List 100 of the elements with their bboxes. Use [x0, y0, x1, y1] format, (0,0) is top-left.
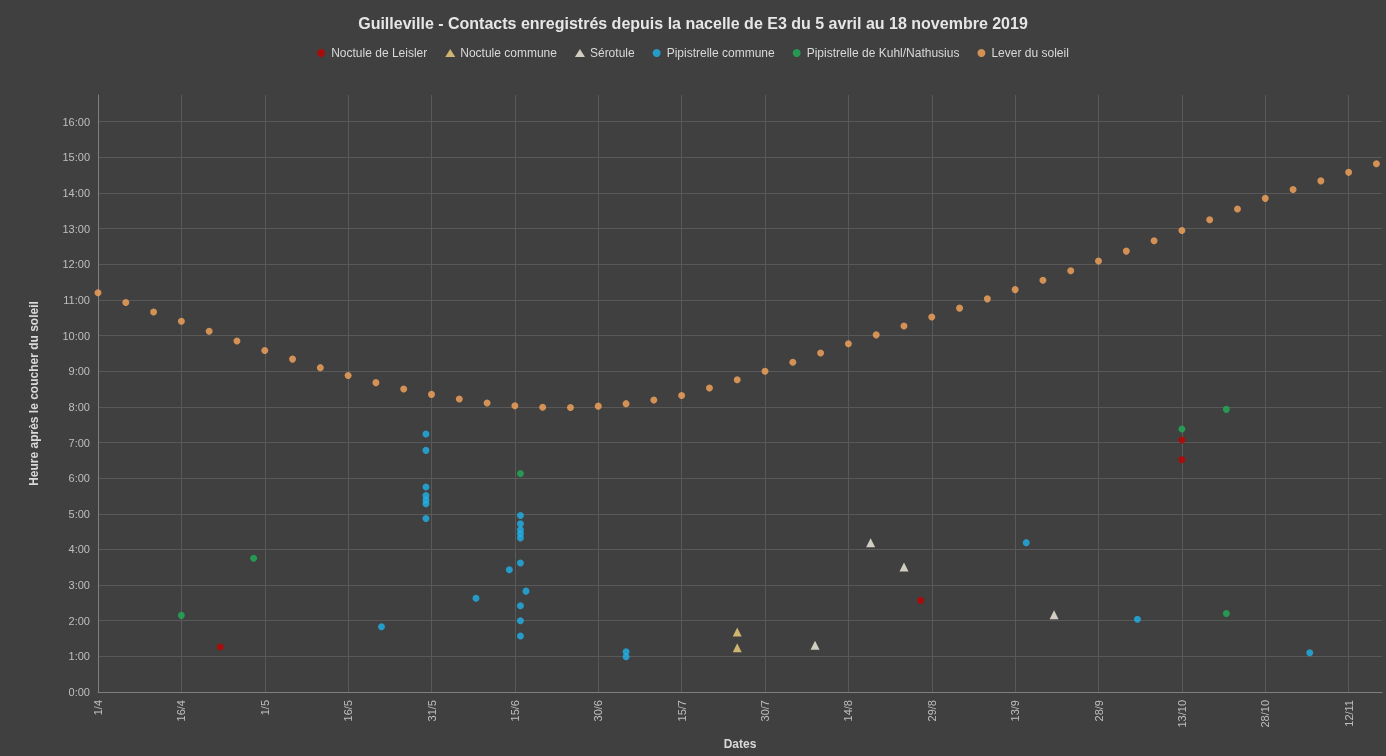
y-tick-label: 1:00 [68, 650, 90, 663]
y-tick-label: 12:00 [62, 258, 90, 271]
x-tick-label: 16/5 [342, 700, 355, 722]
point [377, 623, 385, 631]
point [789, 358, 797, 366]
x-tick-label: 14/8 [842, 700, 855, 722]
x-tick-label: 16/4 [175, 700, 188, 722]
x-tick-label: 28/9 [1092, 700, 1105, 722]
y-axis-title: Heure après le coucher du soleil [27, 301, 41, 486]
point [733, 376, 741, 384]
y-tick-label: 16:00 [62, 115, 90, 128]
point [516, 602, 524, 610]
point [400, 385, 408, 393]
point [511, 402, 519, 410]
point [150, 308, 158, 316]
point [1150, 237, 1158, 245]
chart-title: Guilleville - Contacts enregistrés depuis la nacelle de E3 du 5 avril au 18 novembre 2019 [358, 14, 1028, 32]
point [844, 340, 852, 348]
legend-label: Noctule commune [460, 46, 558, 60]
point [1345, 168, 1353, 176]
x-axis-title: Dates [723, 737, 757, 751]
x-tick-label: 1/4 [92, 700, 104, 716]
point [983, 295, 991, 303]
point [422, 500, 430, 508]
x-tick-label: 13/9 [1009, 700, 1022, 722]
point [1289, 185, 1297, 193]
y-tick-label: 9:00 [68, 365, 90, 378]
point [899, 562, 909, 572]
point [1222, 610, 1230, 618]
x-tick-label: 31/5 [425, 700, 438, 722]
y-tick-label: 0:00 [68, 686, 90, 698]
x-tick-label: 13/10 [1175, 700, 1188, 728]
point [94, 289, 102, 297]
point [372, 379, 380, 387]
y-tick-label: 5:00 [68, 507, 90, 520]
point [472, 594, 480, 602]
point [732, 627, 742, 637]
y-tick-label: 15:00 [62, 151, 90, 164]
legend-label: Pipistrelle commune [666, 46, 776, 60]
point [1095, 257, 1103, 265]
x-tick-label: 12/11 [1342, 700, 1355, 727]
point [1206, 216, 1214, 224]
point [516, 534, 524, 542]
y-tick-label: 3:00 [68, 579, 90, 592]
point [422, 514, 430, 522]
point [1049, 610, 1059, 620]
point [1178, 226, 1186, 234]
point [1178, 456, 1186, 464]
point [1317, 177, 1325, 185]
point [289, 355, 297, 363]
point [1306, 649, 1314, 657]
y-tick-label: 13:00 [62, 222, 90, 235]
legend-label: Noctule de Leisler [331, 46, 428, 60]
point [866, 538, 876, 548]
point [250, 554, 258, 562]
point [455, 395, 463, 403]
y-tick-label: 6:00 [68, 472, 90, 485]
point [422, 446, 430, 454]
point [1039, 276, 1047, 284]
point [516, 632, 524, 640]
x-tick-label: 30/6 [592, 700, 605, 722]
y-tick-label: 14:00 [62, 187, 90, 200]
point [1011, 286, 1019, 294]
x-tick-label: 15/7 [675, 700, 688, 722]
point [261, 347, 269, 355]
point [1233, 205, 1241, 213]
point [1133, 615, 1141, 623]
point [705, 384, 713, 392]
y-tick-label: 10:00 [62, 329, 90, 342]
point [516, 617, 524, 625]
legend-label: Sérotule [589, 46, 635, 60]
x-tick-label: 28/10 [1259, 700, 1272, 728]
y-tick-label: 7:00 [68, 436, 90, 449]
y-tick-label: 8:00 [68, 400, 90, 413]
point [761, 367, 769, 375]
point [872, 331, 880, 339]
x-tick-label: 29/8 [925, 700, 938, 722]
point [1372, 160, 1380, 168]
point [516, 470, 524, 478]
point [594, 402, 602, 410]
point [917, 596, 925, 604]
point [122, 298, 130, 306]
point [316, 364, 324, 372]
point [810, 640, 820, 650]
x-tick-label: 30/7 [759, 700, 772, 722]
point [817, 349, 825, 357]
point [1261, 194, 1269, 202]
point [1022, 539, 1030, 547]
point [650, 396, 658, 404]
point [1067, 267, 1075, 275]
point [205, 327, 213, 335]
x-tick-label: 15/6 [508, 700, 521, 722]
point [956, 304, 964, 312]
point [428, 390, 436, 398]
legend-label: Pipistrelle de Kuhl/Nathusius [806, 46, 960, 60]
point [539, 403, 547, 411]
point [516, 520, 524, 528]
point [516, 559, 524, 567]
point [344, 372, 352, 379]
y-tick-label: 2:00 [68, 614, 90, 627]
